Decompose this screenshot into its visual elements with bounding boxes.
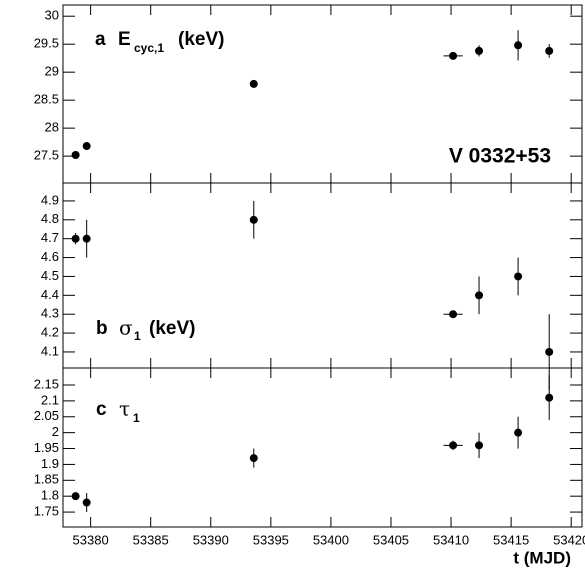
subscript: 1 — [133, 411, 140, 425]
data-point — [71, 151, 80, 160]
y-tick-label: 1.95 — [34, 440, 59, 455]
data-point — [475, 46, 484, 55]
x-tick-label: 53405 — [373, 532, 409, 547]
y-tick-label: 29 — [45, 64, 59, 79]
y-tick-label: 4.4 — [41, 287, 59, 302]
y-tick-label: 2.1 — [41, 392, 59, 407]
data-point — [545, 46, 554, 55]
subscript: cyc,1 — [134, 41, 164, 55]
y-tick-label: 4.9 — [41, 192, 59, 207]
data-point — [545, 347, 554, 356]
plot-frame — [62, 182, 583, 369]
y-tick-label: 29.5 — [34, 36, 59, 51]
data-point — [514, 272, 523, 281]
y-tick-label: 2.05 — [34, 408, 59, 423]
x-tick-label: 53385 — [133, 532, 169, 547]
y-tick-label: 4.2 — [41, 325, 59, 340]
y-tick-label: 4.5 — [41, 268, 59, 283]
x-axis-label: t (MJD) — [513, 548, 571, 567]
x-tick-label: 53420 — [553, 532, 585, 547]
unit: (keV) — [149, 318, 195, 339]
data-point — [514, 428, 523, 437]
data-point — [71, 492, 80, 501]
y-tick-label: 4.6 — [41, 249, 59, 264]
y-tick-label: 4.7 — [41, 230, 59, 245]
x-tick-label: 53415 — [493, 532, 529, 547]
y-tick-label: 27.5 — [34, 148, 59, 163]
y-tick-label: 1.8 — [41, 488, 59, 503]
subscript: 1 — [134, 329, 141, 343]
panel-letter: b — [96, 318, 108, 339]
data-point — [71, 234, 80, 243]
panel-letter: c — [96, 399, 107, 420]
quantity: E — [118, 29, 131, 50]
data-point — [449, 441, 458, 450]
y-tick-label: 4.1 — [41, 343, 59, 358]
data-point — [249, 79, 258, 88]
y-tick-label: 28 — [45, 120, 59, 135]
y-tick-label: 28.5 — [34, 92, 59, 107]
x-tick-label: 53410 — [433, 532, 469, 547]
unit: (keV) — [178, 29, 224, 50]
y-tick-label: 30 — [45, 8, 59, 23]
data-point — [82, 498, 91, 507]
y-tick-label: 4.8 — [41, 211, 59, 226]
x-tick-label: 53390 — [193, 532, 229, 547]
data-point — [82, 142, 91, 151]
y-tick-label: 1.85 — [34, 472, 59, 487]
x-tick-label: 53395 — [253, 532, 289, 547]
quantity: σ — [119, 316, 133, 340]
data-point — [449, 51, 458, 60]
data-point — [475, 291, 484, 300]
data-point — [249, 454, 258, 463]
data-point — [475, 441, 484, 450]
plot-frame — [62, 367, 583, 528]
y-tick-label: 4.3 — [41, 306, 59, 321]
panel-letter: a — [95, 29, 106, 50]
y-tick-label: 1.75 — [34, 504, 59, 519]
data-point — [449, 310, 458, 319]
data-point — [545, 393, 554, 402]
data-point — [82, 234, 91, 243]
y-tick-label: 2.15 — [34, 376, 59, 391]
y-tick-label: 1.9 — [41, 456, 59, 471]
x-tick-label: 53400 — [313, 532, 349, 547]
source-label: V 0332+53 — [449, 145, 551, 168]
data-point — [514, 41, 523, 50]
data-point — [249, 215, 258, 224]
x-tick-label: 53380 — [73, 532, 109, 547]
quantity: τ — [119, 397, 130, 421]
y-tick-label: 2 — [52, 424, 59, 439]
